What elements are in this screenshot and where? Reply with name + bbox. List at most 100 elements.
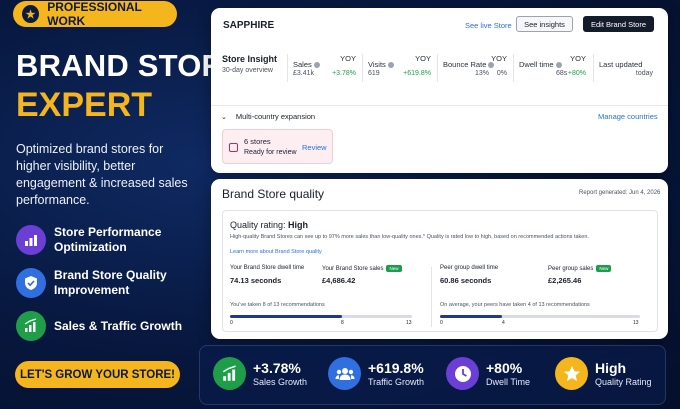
peer-sales-label: Peer group sales New — [548, 265, 612, 273]
your-dwell-label: Your Brand Store dwell time — [230, 265, 305, 271]
stores-status: Ready for review — [244, 149, 297, 156]
see-insights-button[interactable]: See insights — [516, 16, 573, 32]
metric-change: today — [635, 70, 653, 77]
info-icon — [555, 62, 562, 69]
stores-count: 6 stores — [244, 137, 271, 146]
hero-subtitle: Optimized brand stores for higher visibi… — [16, 142, 188, 207]
stat-value: +3.78% — [253, 359, 301, 376]
grow-store-button[interactable]: LET'S GROW YOUR STORE! — [15, 361, 180, 388]
professional-work-badge: ★ PROFESSIONAL WORK — [13, 0, 177, 28]
feature-store-performance: Store Performance Optimization — [16, 225, 184, 255]
stat-dwell-time: +80% Dwell Time — [446, 357, 530, 390]
metric-change: +3.78% — [332, 70, 356, 77]
quality-description: High-quality Brand Stores can see up to … — [230, 234, 589, 240]
feature-label: Store Performance Optimization — [54, 225, 162, 254]
peer-recommendations-note: On average, your peers have taken 4 of 1… — [440, 302, 590, 308]
your-sales-label: Your Brand Store sales New — [322, 265, 402, 272]
tick-label: 8 — [341, 320, 344, 326]
tick-label: 0 — [440, 320, 443, 326]
metric-value: £3.41k — [293, 70, 315, 77]
tick-label: 0 — [230, 320, 233, 326]
stores-review-box: 6 stores Ready for review Review — [222, 129, 333, 164]
shield-icon — [16, 268, 46, 298]
metric-label: Sales — [293, 60, 312, 69]
store-icon — [229, 143, 238, 152]
growth-chart-icon — [213, 357, 246, 390]
rating-value: High — [288, 220, 309, 230]
stat-label: Traffic Growth — [368, 376, 425, 387]
quality-rating: Quality rating: High — [230, 220, 308, 230]
metric-sales: Sales YOY £3.41k +3.78% — [287, 54, 360, 82]
star-icon: ★ — [22, 5, 40, 23]
review-link[interactable]: Review — [302, 143, 327, 152]
store-insight-heading: Store Insight 30-day overview — [222, 54, 277, 74]
peer-progress-bar — [440, 315, 640, 318]
metric-bounce-rate: Bounce Rate YOY 13% 0% — [437, 54, 511, 82]
report-generated: Report generated: Jun 4, 2026 — [579, 190, 661, 196]
peer-dwell-value: 60.86 seconds — [440, 276, 492, 285]
metric-label: Last updated — [599, 60, 643, 69]
metric-visits: Visits YOY 619 +619.8% — [362, 54, 435, 82]
peer-sales-value: £2,265.46 — [548, 276, 582, 285]
see-live-store-link[interactable]: See live Store — [465, 21, 512, 30]
stat-traffic-growth: +619.8% Traffic Growth — [328, 357, 424, 390]
your-dwell-value: 74.13 seconds — [230, 276, 282, 285]
metric-change: +619.8% — [403, 70, 431, 77]
new-badge: New — [386, 265, 402, 272]
info-icon — [313, 62, 320, 69]
new-badge: New — [596, 265, 612, 272]
divider — [431, 267, 432, 327]
metric-label: Bounce Rate — [443, 60, 487, 69]
stat-value: High — [595, 359, 627, 376]
multi-country-toggle[interactable]: ⌄ Multi-country expansion — [221, 112, 315, 121]
insight-title: Store Insight — [222, 54, 278, 64]
metric-value: 619 — [368, 70, 380, 77]
progress-fill — [230, 315, 342, 318]
star-icon — [555, 357, 588, 390]
yoy-label: YOY — [340, 54, 356, 63]
clock-icon — [446, 357, 479, 390]
tick-label: 4 — [502, 320, 505, 326]
divider — [211, 105, 668, 106]
stat-label: Sales Growth — [253, 376, 308, 387]
rating-prefix: Quality rating: — [230, 220, 286, 230]
sales-label-text: Peer group sales — [548, 266, 594, 273]
stats-bar: +3.78% Sales Growth +619.8% Traffic Grow… — [199, 345, 666, 405]
growth-chart-icon — [16, 311, 46, 341]
feature-quality-improvement: Brand Store Quality Improvement — [16, 268, 184, 298]
feature-label: Brand Store Quality Improvement — [54, 268, 167, 297]
peer-dwell-label: Peer group dwell time — [440, 265, 499, 271]
metrics-row: Store Insight 30-day overview Sales YOY … — [211, 48, 668, 88]
stat-label: Quality Rating — [595, 376, 652, 387]
metric-value: 13% — [475, 70, 490, 77]
yoy-label: YOY — [570, 54, 586, 63]
metric-label: Visits — [368, 60, 386, 69]
sales-label-text: Your Brand Store sales — [322, 266, 384, 273]
learn-more-link[interactable]: Learn more about Brand Store quality — [230, 249, 322, 255]
expansion-label: Multi-country expansion — [235, 112, 316, 121]
yoy-label: YOY — [415, 54, 431, 63]
brand-store-quality-card: Brand Store quality Report generated: Ju… — [211, 179, 668, 339]
users-icon — [328, 357, 361, 390]
metric-change: 0% — [496, 70, 507, 77]
stat-quality-rating: High Quality Rating — [555, 357, 652, 390]
info-icon — [488, 62, 495, 69]
brand-name: SAPPHIRE — [223, 20, 275, 31]
edit-brand-store-button[interactable]: Edit Brand Store — [583, 16, 654, 32]
insight-subtitle: 30-day overview — [222, 67, 273, 74]
quality-panel: Quality rating: High High-quality Brand … — [222, 210, 658, 332]
your-recommendations-note: You've taken 8 of 13 recommendations — [230, 302, 325, 308]
your-progress-bar — [230, 315, 412, 318]
tick-label: 13 — [633, 320, 639, 326]
info-icon — [387, 62, 394, 69]
your-store-panel: Your Brand Store dwell time 74.13 second… — [223, 265, 423, 328]
peer-group-panel: Peer group dwell time 60.86 seconds Peer… — [433, 265, 640, 328]
hero-title: BRAND STORE — [16, 48, 245, 83]
metric-value: 68s — [556, 70, 568, 77]
chevron-down-icon: ⌄ — [221, 113, 227, 121]
manage-countries-link[interactable]: Manage countries — [598, 112, 658, 121]
stat-sales-growth: +3.78% Sales Growth — [213, 357, 307, 390]
quality-card-title: Brand Store quality — [222, 187, 325, 201]
tick-label: 13 — [406, 320, 412, 326]
hero-title-highlight: EXPERT — [16, 86, 153, 124]
